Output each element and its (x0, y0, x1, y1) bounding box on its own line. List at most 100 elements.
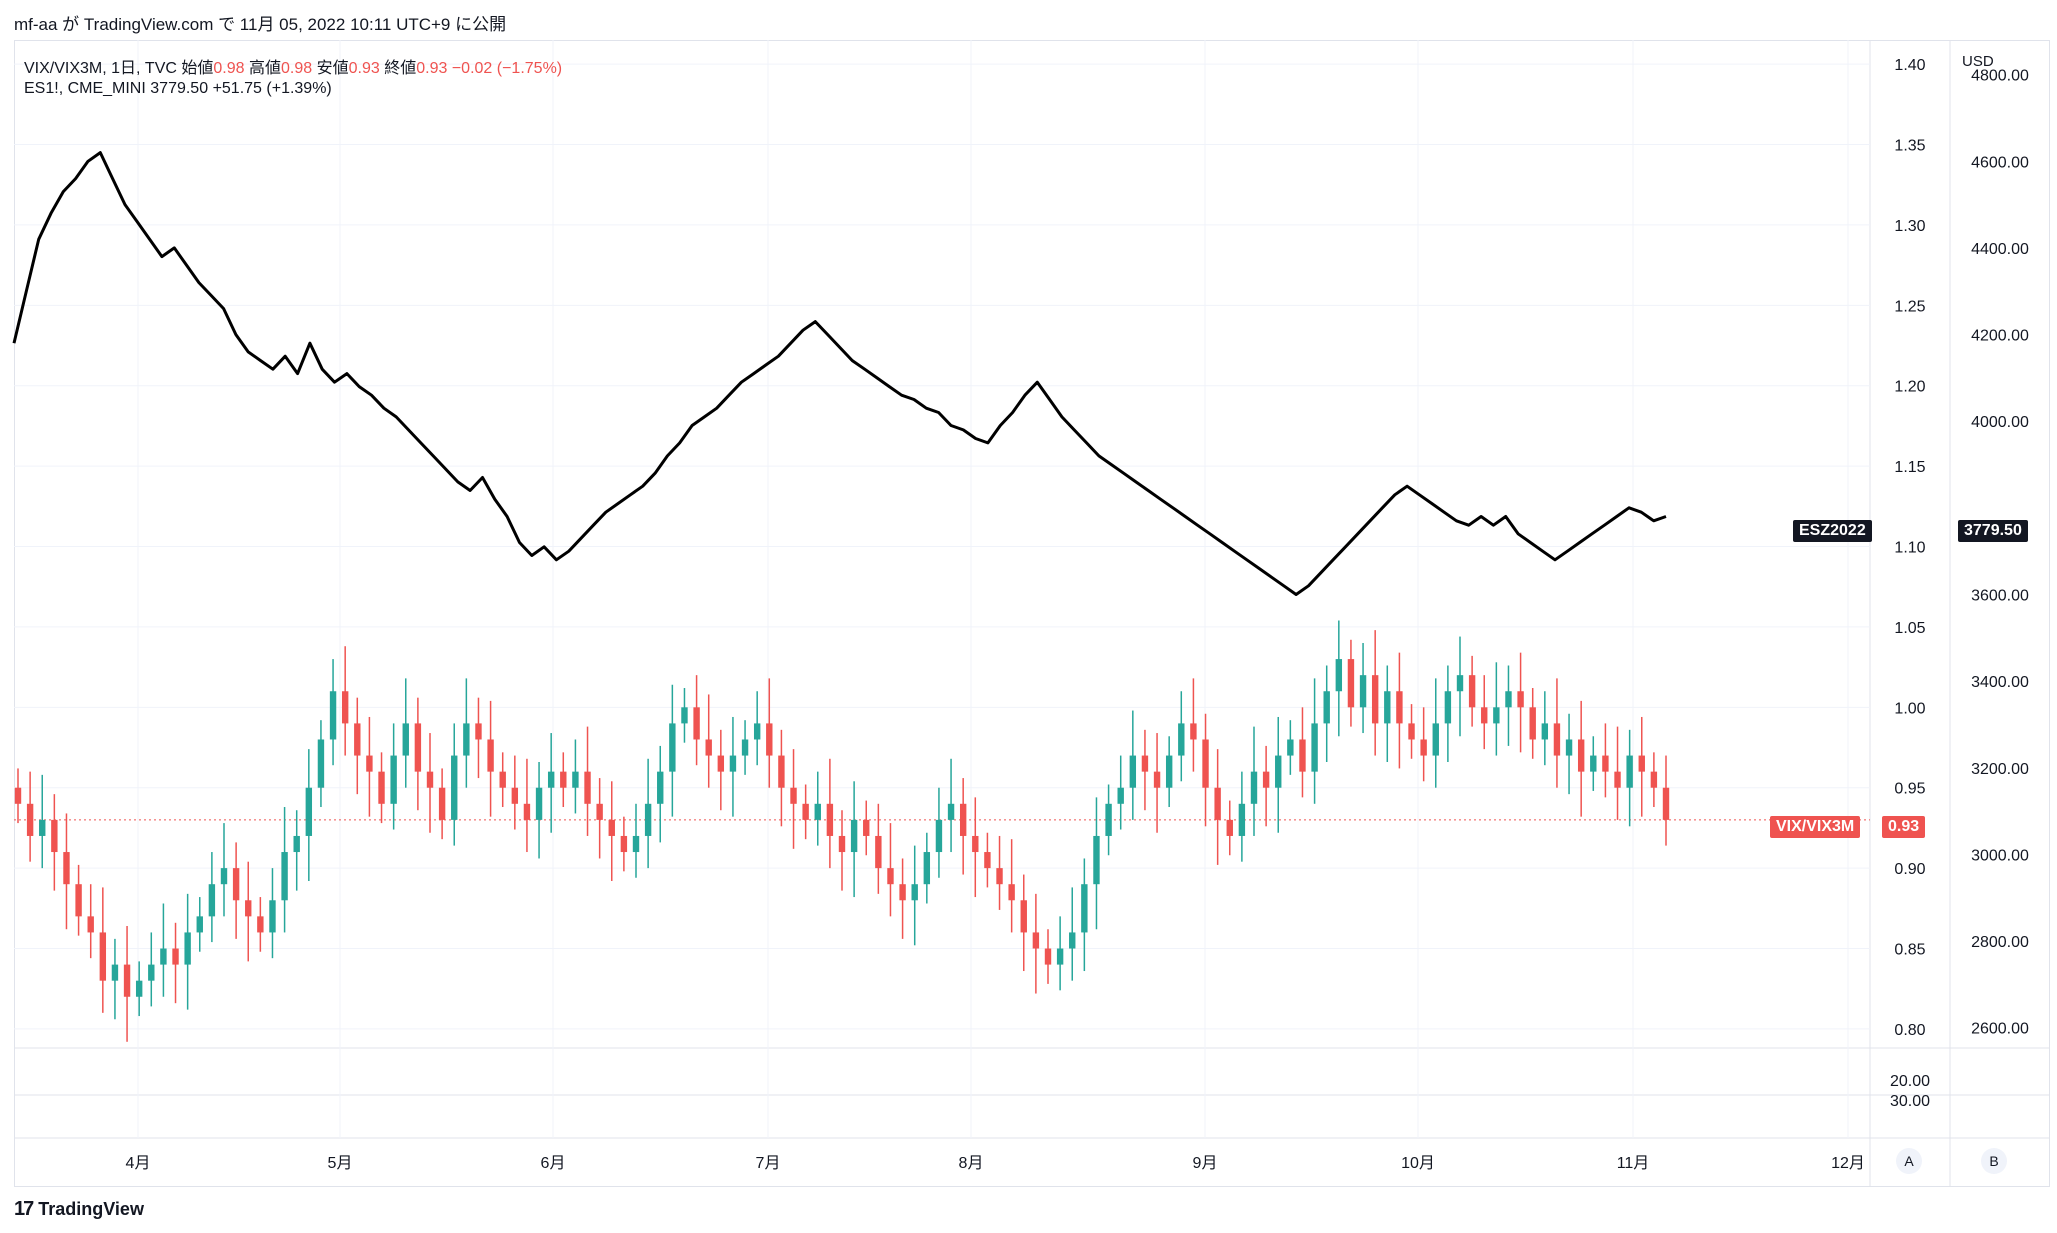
candle-body-78 (959, 803, 967, 836)
scale-a-button[interactable]: A (1896, 1148, 1922, 1174)
right-axis-tick-8: 4400.00 (1971, 241, 2029, 258)
es-symbol-tag: ESZ2022 (1793, 520, 1872, 542)
left-axis-tick-4: 1.00 (1894, 700, 1925, 717)
candle-body-67 (826, 803, 834, 836)
candle-body-110 (1347, 659, 1355, 708)
candle-body-99 (1214, 787, 1221, 820)
left-axis-tick-11: 1.35 (1894, 138, 1925, 155)
candle-body-21 (269, 900, 276, 933)
candle-body-125 (1529, 707, 1536, 740)
candle-body-25 (317, 739, 325, 788)
candle-body-74 (911, 884, 918, 901)
candle-body-43 (535, 787, 543, 820)
candle-body-61 (753, 723, 761, 740)
month-label-0: 4月 (126, 1155, 151, 1172)
legend-es[interactable]: ES1!, CME_MINI 3779.50 +51.75 (+1.39%) (24, 80, 332, 98)
legend-open-value: 0.98 (213, 60, 245, 77)
left-axis-tick-0: 0.80 (1894, 1022, 1925, 1039)
legend-es-last: 3779.50 (150, 80, 209, 97)
candle-body-109 (1335, 659, 1343, 692)
scale-b-button[interactable]: B (1981, 1148, 2007, 1174)
left-axis-tick-12: 1.40 (1894, 57, 1925, 74)
candle-body-22 (281, 852, 288, 901)
candle-body-60 (741, 739, 749, 756)
right-axis-tick-10: 4800.00 (1971, 68, 2029, 85)
candle-body-44 (547, 771, 555, 788)
candle-body-64 (790, 787, 797, 804)
legend-change: −0.02 (−1.75%) (451, 60, 563, 77)
candle-body-86 (1056, 948, 1064, 965)
candle-body-97 (1190, 723, 1197, 740)
right-axis-tick-4: 3400.00 (1971, 674, 2029, 691)
candle-body-98 (1202, 739, 1209, 788)
candle-body-121 (1481, 707, 1488, 724)
left-axis-tick-10: 1.30 (1894, 218, 1925, 235)
candle-body-115 (1408, 723, 1415, 740)
legend-vix-name: VIX/VIX3M, 1日, TVC (24, 60, 177, 77)
sub-pane-tick-1: 30.00 (1890, 1093, 1930, 1110)
candle-body-72 (887, 868, 894, 885)
candle-body-85 (1044, 948, 1052, 965)
candle-body-106 (1299, 739, 1306, 772)
candle-body-19 (245, 900, 252, 917)
candle-body-16 (208, 884, 216, 917)
candle-body-56 (693, 707, 700, 740)
right-axis-tick-2: 3000.00 (1971, 847, 2029, 864)
candle-body-10 (135, 980, 143, 997)
left-axis-tick-7: 1.15 (1894, 459, 1925, 476)
legend-low-label: 安値 (316, 60, 349, 77)
candle-body-133 (1626, 755, 1633, 788)
candle-body-12 (160, 948, 167, 965)
left-axis-tick-1: 0.85 (1894, 942, 1925, 959)
candle-body-76 (935, 819, 943, 853)
candle-body-128 (1565, 739, 1573, 756)
candle-body-45 (560, 771, 567, 788)
time-axis[interactable]: 4月 5月 6月 7月 8月 9月 10月 11月 12月 (126, 1155, 1865, 1172)
candle-body-37 (463, 723, 470, 756)
es-line-series (12, 151, 1667, 596)
candle-body-59 (729, 755, 737, 772)
candle-body-34 (426, 771, 434, 788)
tradingview-brand: TradingView (38, 1199, 144, 1219)
candle-body-117 (1432, 723, 1439, 756)
candle-body-47 (584, 771, 591, 804)
candle-body-6 (87, 916, 94, 933)
candle-body-52 (644, 803, 652, 836)
candle-body-49 (608, 819, 615, 836)
candle-body-102 (1250, 771, 1258, 804)
left-axis-tick-9: 1.25 (1894, 298, 1925, 315)
candle-body-114 (1396, 691, 1403, 724)
candle-body-134 (1638, 755, 1645, 772)
legend-vix[interactable]: VIX/VIX3M, 1日, TVC 始値0.98 高値0.98 安値0.93 … (24, 54, 562, 78)
candle-body-46 (572, 771, 579, 788)
candle-body-108 (1323, 691, 1330, 724)
candle-body-38 (475, 723, 482, 740)
candle-body-1 (26, 803, 34, 836)
candle-body-15 (196, 916, 203, 933)
candle-body-36 (451, 755, 458, 820)
candle-body-131 (1602, 755, 1609, 772)
candle-body-123 (1505, 691, 1512, 708)
candle-body-14 (184, 932, 191, 965)
grid-lines (14, 40, 2050, 1187)
candle-body-88 (1081, 884, 1088, 933)
tradingview-logo[interactable]: 17 TradingView (14, 1198, 144, 1221)
right-price-axis[interactable]: USD 2600.00 2800.00 3000.00 3200.00 3400.00 36… (1962, 53, 2029, 1038)
candle-body-11 (148, 964, 155, 981)
es-price-tag: 3779.50 (1958, 520, 2028, 542)
left-price-axis[interactable]: 0.80 0.85 0.90 0.95 1.00 1.05 1.10 1.15 1.20 1.25… (1890, 57, 1930, 1110)
candle-body-75 (923, 852, 931, 885)
candle-body-69 (850, 819, 858, 853)
left-axis-tick-5: 1.05 (1894, 620, 1925, 637)
candle-body-33 (414, 723, 422, 772)
candle-body-71 (875, 835, 882, 869)
candle-body-84 (1032, 932, 1040, 949)
month-label-5: 9月 (1193, 1155, 1218, 1172)
candle-body-3 (51, 819, 58, 853)
vix-candles (14, 620, 1670, 1042)
right-axis-tick-5: 3600.00 (1971, 587, 2029, 604)
candle-body-112 (1371, 675, 1379, 724)
candle-body-29 (366, 755, 373, 772)
candle-body-40 (499, 771, 506, 788)
